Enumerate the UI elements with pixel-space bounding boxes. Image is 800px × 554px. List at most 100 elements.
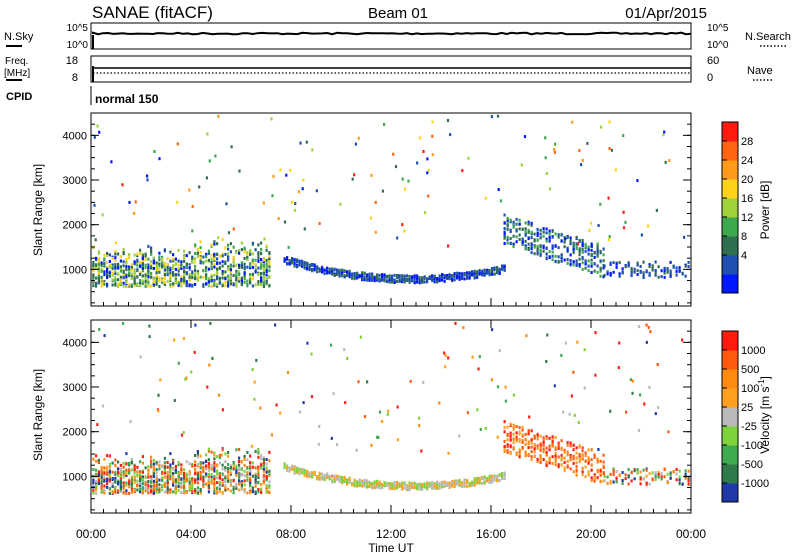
range-gate-cell xyxy=(224,488,227,492)
range-gate-cell xyxy=(158,267,161,271)
freq-label: Freq. xyxy=(5,56,28,67)
range-gate-cell xyxy=(486,477,489,480)
range-gate-cell xyxy=(456,479,459,483)
range-gate-cell xyxy=(411,483,414,487)
range-gate-cell xyxy=(321,267,324,271)
range-gate-cell xyxy=(491,328,494,332)
range-gate-cell xyxy=(453,480,456,484)
range-gate-cell xyxy=(578,455,581,459)
range-gate-cell xyxy=(311,474,314,478)
range-gate-cell xyxy=(416,485,419,488)
range-gate-cell xyxy=(251,241,254,245)
range-gate-cell xyxy=(210,275,213,279)
range-gate-cell xyxy=(456,481,459,485)
range-gate-cell xyxy=(265,466,268,470)
range-gate-cell xyxy=(207,267,210,271)
range-gate-cell xyxy=(625,410,628,414)
range-gate-cell xyxy=(106,261,109,264)
range-gate-cell xyxy=(593,479,596,483)
range-gate-cell xyxy=(125,275,128,279)
range-gate-cell xyxy=(139,261,142,265)
range-gate-cell xyxy=(539,461,542,464)
range-gate-cell xyxy=(343,479,346,483)
range-gate-cell xyxy=(100,284,103,288)
range-gate-cell xyxy=(262,477,265,481)
range-gate-cell xyxy=(615,265,618,269)
range-gate-cell xyxy=(660,475,663,479)
range-gate-cell xyxy=(518,440,521,443)
range-gate-cell xyxy=(338,479,341,483)
range-gate-cell xyxy=(590,244,593,248)
range-gate-cell xyxy=(353,277,356,281)
range-gate-cell xyxy=(106,284,109,288)
range-gate-cell xyxy=(521,227,524,231)
range-gate-cell xyxy=(608,235,611,239)
range-gate-cell xyxy=(539,253,542,257)
range-gate-cell xyxy=(155,471,158,475)
range-gate-cell xyxy=(251,465,254,469)
range-gate-cell xyxy=(254,478,257,482)
range-gate-cell xyxy=(260,272,263,275)
range-gate-cell xyxy=(433,277,436,281)
velocity-colorbar-swatch xyxy=(722,445,738,465)
range-gate-cell xyxy=(381,276,384,280)
range-gate-cell xyxy=(147,465,150,469)
range-gate-cell xyxy=(515,439,518,443)
range-gate-cell xyxy=(250,444,254,448)
range-gate-cell xyxy=(218,461,221,465)
range-gate-cell xyxy=(321,270,324,274)
range-gate-cell xyxy=(509,422,512,426)
range-gate-cell xyxy=(144,487,147,491)
range-gate-cell xyxy=(254,492,257,495)
range-gate-cell xyxy=(191,259,194,263)
range-gate-cell xyxy=(388,278,391,282)
power-colorbar-swatch xyxy=(722,236,738,256)
range-gate-cell xyxy=(177,485,180,488)
range-gate-cell xyxy=(194,464,197,467)
range-gate-cell xyxy=(637,429,641,432)
range-gate-cell xyxy=(542,227,545,231)
range-gate-cell xyxy=(562,410,565,414)
range-gate-cell xyxy=(627,474,630,478)
range-gate-cell xyxy=(229,270,232,274)
range-gate-cell xyxy=(407,179,410,183)
range-gate-cell xyxy=(533,447,536,451)
range-gate-cell xyxy=(139,280,142,284)
range-gate-cell xyxy=(530,445,533,449)
range-gate-cell xyxy=(533,436,536,440)
range-gate-cell xyxy=(353,480,356,484)
range-gate-cell xyxy=(481,481,484,485)
range-gate-cell xyxy=(639,393,642,397)
range-gate-cell xyxy=(128,479,131,483)
range-gate-cell xyxy=(491,478,494,482)
range-gate-cell xyxy=(119,476,122,480)
range-gate-cell xyxy=(114,269,117,273)
range-gate-cell xyxy=(196,477,199,481)
range-gate-cell xyxy=(152,482,155,486)
range-gate-cell xyxy=(106,272,109,276)
range-gate-cell xyxy=(210,265,213,269)
range-gate-cell xyxy=(660,477,663,481)
range-gate-cell xyxy=(563,456,566,460)
range-gate-cell xyxy=(408,486,411,490)
range-gate-cell xyxy=(199,275,202,279)
range-gate-cell xyxy=(539,454,542,458)
range-gate-cell xyxy=(221,238,224,242)
range-gate-cell xyxy=(224,466,227,470)
range-gate-cell xyxy=(583,386,586,390)
range-gate-cell xyxy=(221,481,224,485)
range-gate-cell xyxy=(401,177,404,181)
range-gate-cell xyxy=(451,278,454,281)
range-gate-cell xyxy=(262,278,265,282)
range-gate-cell xyxy=(551,254,554,258)
range-gate-cell xyxy=(681,272,684,276)
range-gate-cell xyxy=(172,253,175,257)
range-gate-cell xyxy=(98,328,101,331)
velocity-colorbar-tick-label: -25 xyxy=(741,421,757,433)
range-gate-cell xyxy=(524,221,527,225)
range-gate-cell xyxy=(521,439,524,442)
range-gate-cell xyxy=(444,354,447,357)
range-gate-cell xyxy=(196,450,199,454)
range-gate-cell xyxy=(106,454,109,458)
range-gate-cell xyxy=(122,281,125,285)
